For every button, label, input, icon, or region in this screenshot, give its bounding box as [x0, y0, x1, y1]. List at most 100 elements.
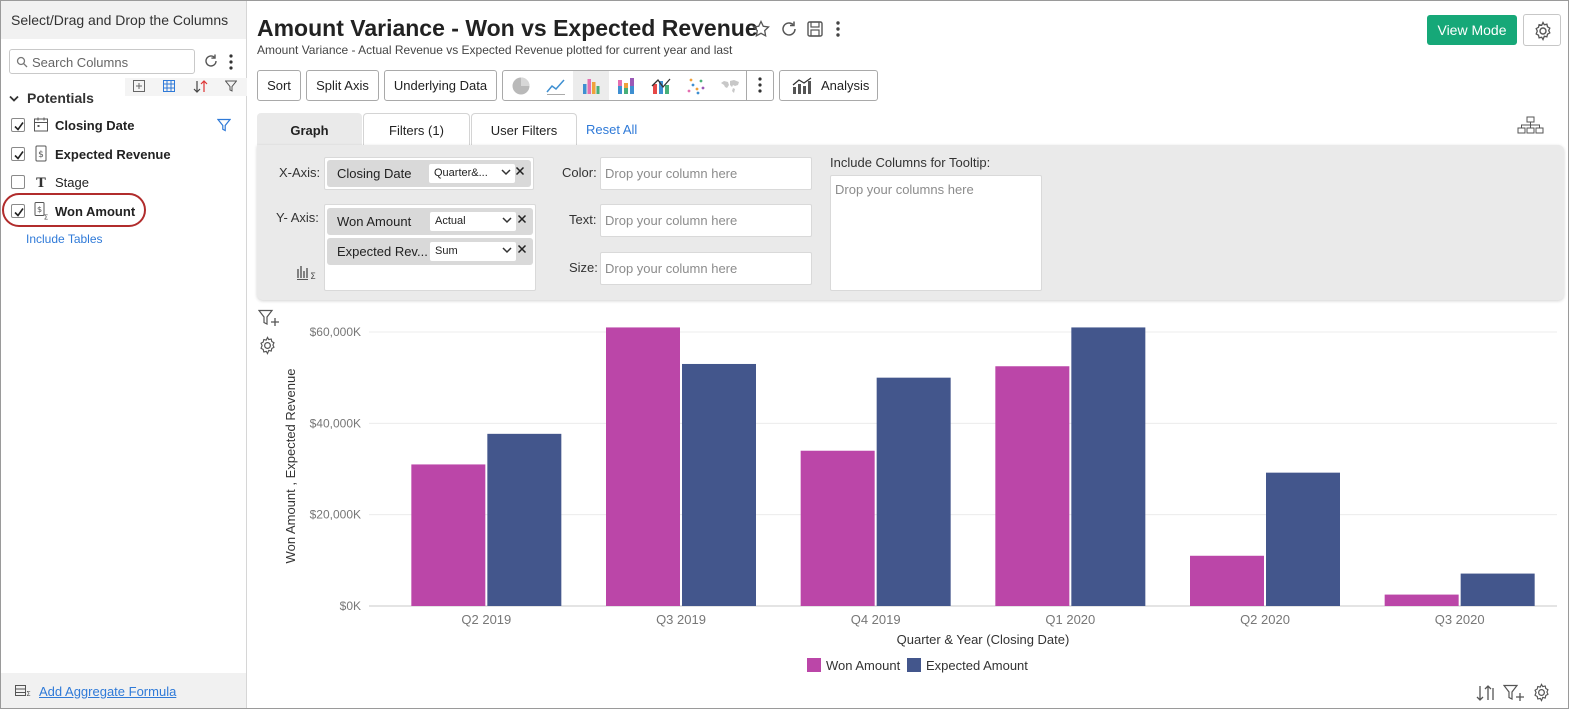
x-axis-pill[interactable]: Closing Date Quarter&... — [327, 160, 531, 187]
bar — [1460, 573, 1535, 606]
star-icon[interactable] — [752, 20, 770, 38]
chart-type-divider — [746, 71, 747, 100]
search-input[interactable] — [32, 53, 190, 71]
svg-text:Σ: Σ — [44, 214, 48, 221]
scatter-chart-icon — [687, 78, 705, 95]
bar — [995, 366, 1070, 606]
chart-type-bar[interactable] — [573, 71, 609, 100]
text-type-icon: T — [36, 176, 46, 191]
add-filter-icon[interactable] — [258, 309, 280, 327]
chart-type-combo[interactable] — [643, 71, 679, 100]
checkbox-closing-date[interactable] — [11, 118, 25, 132]
close-icon[interactable] — [517, 243, 527, 255]
sort-chart-icon[interactable] — [1476, 684, 1496, 702]
refresh-icon[interactable] — [203, 53, 219, 69]
analysis-button[interactable]: Analysis — [779, 70, 878, 101]
chart-type-stacked-bar[interactable] — [608, 71, 644, 100]
split-axis-button[interactable]: Split Axis — [306, 70, 379, 101]
tooltip-drop-placeholder: Drop your columns here — [835, 182, 974, 197]
y-tick-label: $0K — [340, 599, 361, 613]
sort-button[interactable]: Sort — [257, 70, 301, 101]
svg-text:Σ: Σ — [26, 690, 30, 697]
bar — [411, 464, 486, 606]
search-icon — [16, 56, 28, 68]
checkbox-expected-revenue[interactable] — [11, 147, 25, 161]
reload-icon[interactable] — [780, 20, 798, 38]
sort-columns-icon[interactable] — [193, 80, 209, 93]
chevron-down-icon — [501, 169, 511, 176]
save-icon[interactable] — [806, 20, 824, 38]
analysis-icon — [792, 77, 812, 94]
x-tick-label: Q2 2020 — [1240, 612, 1290, 627]
chart-type-picker — [502, 70, 774, 101]
svg-text:Σ: Σ — [310, 272, 316, 281]
legend-swatch — [807, 658, 821, 672]
chart-type-pie[interactable] — [503, 71, 539, 100]
svg-text:$: $ — [38, 150, 44, 160]
chart-type-map[interactable] — [711, 71, 747, 100]
close-icon[interactable] — [515, 165, 525, 177]
table-view-icon[interactable] — [163, 80, 175, 92]
add-column-icon[interactable] — [133, 80, 145, 92]
x-tick-label: Q1 2020 — [1045, 612, 1095, 627]
column-panel-header: Select/Drag and Drop the Columns — [1, 1, 246, 39]
axis-options-icon[interactable]: Σ — [296, 263, 318, 281]
filter-applied-icon[interactable] — [217, 118, 231, 132]
y-axis-function-value: Sum — [435, 245, 458, 257]
y-axis-pill-expected-revenue[interactable]: Expected Rev... Sum — [327, 238, 533, 265]
y-axis-drop-zone[interactable]: Won Amount Actual Expected Rev... Sum — [324, 204, 536, 291]
settings-button[interactable] — [1523, 14, 1561, 46]
more-actions-icon[interactable] — [833, 20, 843, 38]
column-label: Stage — [55, 175, 89, 190]
chevron-down-icon — [9, 95, 19, 102]
close-icon[interactable] — [517, 213, 527, 225]
x-axis-drop-zone[interactable]: Closing Date Quarter&... — [324, 157, 534, 190]
size-drop-zone[interactable]: Drop your column here — [600, 252, 812, 285]
chevron-down-icon — [502, 217, 512, 224]
include-tables-link[interactable]: Include Tables — [26, 232, 103, 246]
x-tick-label: Q3 2020 — [1435, 612, 1485, 627]
hierarchy-icon[interactable] — [1516, 116, 1546, 134]
report-subtitle: Amount Variance - Actual Revenue vs Expe… — [257, 43, 733, 57]
chart-settings-icon[interactable] — [258, 336, 277, 355]
table-group-title[interactable]: Potentials — [9, 90, 94, 106]
tooltip-drop-zone[interactable]: Drop your columns here — [830, 175, 1042, 291]
tab-filters[interactable]: Filters (1) — [363, 113, 470, 145]
legend-swatch — [907, 658, 921, 672]
view-mode-button[interactable]: View Mode — [1427, 15, 1517, 45]
x-axis-function-select[interactable]: Quarter&... — [429, 164, 515, 183]
filter-columns-icon[interactable] — [225, 80, 237, 92]
y-tick-label: $20,000K — [310, 508, 361, 522]
y-axis-function-select[interactable]: Sum — [430, 242, 516, 261]
left-footer: Σ Add Aggregate Formula — [1, 673, 246, 708]
world-map-icon — [721, 80, 739, 93]
search-box[interactable] — [9, 49, 195, 74]
add-aggregate-formula-link[interactable]: Add Aggregate Formula — [39, 684, 177, 699]
chevron-down-icon — [502, 247, 512, 254]
chart-gear-icon[interactable] — [1532, 683, 1551, 702]
column-item-expected-revenue[interactable]: $ Expected Revenue — [11, 145, 241, 165]
underlying-data-button[interactable]: Underlying Data — [384, 70, 497, 101]
column-item-closing-date[interactable]: Closing Date — [11, 116, 241, 136]
chart-type-more[interactable] — [747, 71, 773, 100]
chart-type-scatter[interactable] — [678, 71, 714, 100]
formula-icon: Σ — [15, 685, 31, 697]
y-axis-pill-won-amount[interactable]: Won Amount Actual — [327, 208, 533, 235]
text-label: Text: — [569, 212, 597, 227]
reset-all-link[interactable]: Reset All — [586, 122, 638, 137]
tab-graph[interactable]: Graph — [257, 113, 362, 145]
chart-filter-icon[interactable] — [1503, 684, 1525, 702]
more-options-icon[interactable] — [227, 53, 235, 71]
bar — [800, 450, 875, 606]
tab-user-filters[interactable]: User Filters — [471, 113, 577, 145]
y-axis-function-select[interactable]: Actual — [430, 212, 516, 231]
y-axis-function-value: Actual — [435, 215, 466, 227]
chart-type-line[interactable] — [538, 71, 574, 100]
column-item-stage[interactable]: T Stage — [11, 173, 241, 193]
text-drop-zone[interactable]: Drop your column here — [600, 204, 812, 237]
bar — [1190, 555, 1264, 606]
color-drop-zone[interactable]: Drop your column here — [600, 157, 812, 190]
table-group-label: Potentials — [27, 90, 94, 106]
checkbox-stage[interactable] — [11, 175, 25, 189]
